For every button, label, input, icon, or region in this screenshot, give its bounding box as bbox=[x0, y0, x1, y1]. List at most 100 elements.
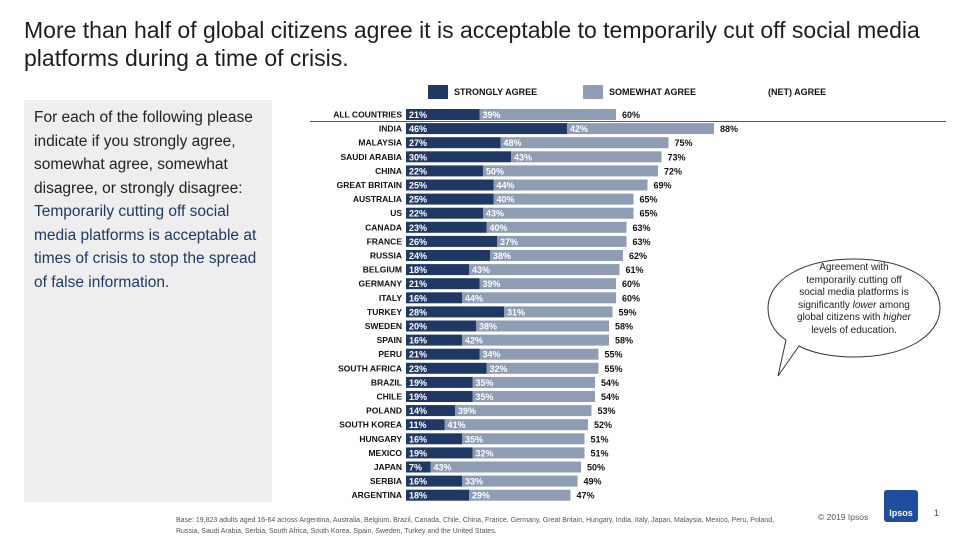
data-label-net-agree: 88% bbox=[720, 124, 738, 134]
data-label-net-agree: 53% bbox=[598, 406, 616, 416]
data-label-net-agree: 52% bbox=[594, 420, 612, 430]
data-label-net-agree: 54% bbox=[601, 392, 619, 402]
data-label-somewhat-agree: 43% bbox=[434, 463, 452, 473]
legend-label-somewhat-agree: SOMEWHAT AGREE bbox=[609, 87, 696, 97]
bar-somewhat-agree bbox=[483, 207, 634, 219]
bar-somewhat-agree bbox=[469, 489, 571, 501]
data-label-strongly-agree: 20% bbox=[409, 322, 427, 332]
bar-somewhat-agree bbox=[469, 264, 620, 276]
bar-somewhat-agree bbox=[472, 447, 585, 459]
bar-somewhat-agree bbox=[479, 278, 616, 290]
data-label-strongly-agree: 18% bbox=[409, 265, 427, 275]
data-label-strongly-agree: 23% bbox=[409, 364, 427, 374]
data-label-net-agree: 49% bbox=[584, 477, 602, 487]
data-label-net-agree: 69% bbox=[654, 181, 672, 191]
bar-somewhat-agree bbox=[444, 419, 588, 431]
category-label: SOUTH KOREA bbox=[339, 420, 402, 430]
bar-strongly-agree bbox=[406, 348, 480, 360]
category-label: CANADA bbox=[365, 222, 402, 232]
data-label-strongly-agree: 16% bbox=[409, 336, 427, 346]
data-label-somewhat-agree: 42% bbox=[570, 124, 588, 134]
legend-label-strongly-agree: STRONGLY AGREE bbox=[454, 87, 538, 97]
bar-strongly-agree bbox=[406, 320, 476, 332]
bar-somewhat-agree bbox=[486, 221, 627, 233]
category-label: CHILE bbox=[377, 392, 403, 402]
data-label-strongly-agree: 21% bbox=[409, 110, 427, 120]
data-label-somewhat-agree: 39% bbox=[483, 110, 501, 120]
data-label-somewhat-agree: 31% bbox=[507, 307, 525, 317]
category-label: INDIA bbox=[379, 124, 402, 134]
bar-somewhat-agree bbox=[472, 391, 595, 402]
data-label-somewhat-agree: 44% bbox=[465, 293, 483, 303]
bar-strongly-agree bbox=[406, 419, 445, 431]
category-label: MALAYSIA bbox=[358, 138, 402, 148]
page-number: 1 bbox=[934, 508, 940, 518]
bar-strongly-agree bbox=[406, 405, 455, 417]
data-label-net-agree: 54% bbox=[601, 378, 619, 388]
bar-strongly-agree bbox=[406, 334, 462, 346]
data-label-strongly-agree: 19% bbox=[409, 448, 427, 458]
bar-somewhat-agree bbox=[567, 123, 714, 135]
category-label: HUNGARY bbox=[359, 434, 402, 444]
callout-bubble: Agreement with temporarily cutting off s… bbox=[764, 256, 944, 380]
category-label: GERMANY bbox=[359, 279, 403, 289]
stacked-bar-chart: ALL COUNTRIES 21% 39% 60% INDIA 46% 42% 88% MALA… bbox=[310, 109, 946, 501]
category-label: TURKEY bbox=[367, 307, 402, 317]
data-label-net-agree: 47% bbox=[577, 491, 595, 501]
question-statement: Temporarily cutting off social media pla… bbox=[34, 203, 257, 291]
data-label-strongly-agree: 16% bbox=[409, 477, 427, 487]
data-label-strongly-agree: 14% bbox=[409, 406, 427, 416]
bar-somewhat-agree bbox=[455, 405, 592, 417]
bar-somewhat-agree bbox=[479, 348, 599, 360]
legend-swatch-somewhat-agree bbox=[583, 85, 603, 99]
category-label: JAPAN bbox=[374, 462, 402, 472]
data-label-strongly-agree: 21% bbox=[409, 279, 427, 289]
category-label: BELGIUM bbox=[363, 265, 402, 275]
data-label-net-agree: 61% bbox=[626, 265, 644, 275]
data-label-somewhat-agree: 37% bbox=[500, 237, 518, 247]
category-label: CHINA bbox=[375, 166, 402, 176]
question-intro: For each of the following please indicat… bbox=[34, 109, 253, 197]
data-label-somewhat-agree: 35% bbox=[476, 392, 494, 402]
bar-strongly-agree bbox=[406, 391, 473, 402]
bar-strongly-agree bbox=[406, 292, 462, 304]
category-label: FRANCE bbox=[367, 236, 403, 246]
data-label-net-agree: 72% bbox=[664, 166, 682, 176]
data-label-strongly-agree: 24% bbox=[409, 251, 427, 261]
data-label-strongly-agree: 28% bbox=[409, 307, 427, 317]
data-label-somewhat-agree: 35% bbox=[476, 378, 494, 388]
bar-somewhat-agree bbox=[490, 250, 623, 261]
data-label-strongly-agree: 27% bbox=[409, 138, 427, 148]
category-label: SWEDEN bbox=[365, 321, 402, 331]
bar-strongly-agree bbox=[406, 264, 469, 276]
category-label: MEXICO bbox=[368, 448, 402, 458]
category-label: SAUDI ARABIA bbox=[340, 152, 402, 162]
data-label-strongly-agree: 46% bbox=[409, 124, 427, 134]
copyright-text: © 2019 Ipsos bbox=[818, 512, 869, 522]
data-label-net-agree: 51% bbox=[591, 434, 609, 444]
bar-strongly-agree bbox=[406, 165, 483, 177]
bar-somewhat-agree bbox=[497, 235, 627, 247]
page-title: More than half of global citizens agree … bbox=[24, 17, 920, 71]
callout-shape bbox=[767, 258, 941, 377]
bar-somewhat-agree bbox=[462, 433, 585, 445]
category-label: SPAIN bbox=[377, 335, 402, 345]
category-label: POLAND bbox=[366, 406, 402, 416]
data-label-strongly-agree: 18% bbox=[409, 491, 427, 501]
data-label-net-agree: 73% bbox=[668, 152, 686, 162]
category-label: ALL COUNTRIES bbox=[333, 110, 402, 120]
data-label-net-agree: 59% bbox=[619, 307, 637, 317]
category-label: RUSSIA bbox=[370, 251, 402, 261]
data-label-net-agree: 58% bbox=[615, 336, 633, 346]
data-label-net-agree: 50% bbox=[587, 463, 605, 473]
bar-strongly-agree bbox=[406, 109, 480, 120]
data-label-strongly-agree: 16% bbox=[409, 434, 427, 444]
footnote: Base: 19,823 adults aged 16-64 across Ar… bbox=[176, 517, 775, 535]
category-label: US bbox=[390, 208, 402, 218]
data-label-strongly-agree: 22% bbox=[409, 166, 427, 176]
category-label: PERU bbox=[378, 349, 402, 359]
bar-somewhat-agree bbox=[493, 179, 648, 191]
bar-somewhat-agree bbox=[430, 461, 581, 473]
bar-strongly-agree bbox=[406, 447, 473, 459]
data-label-net-agree: 75% bbox=[675, 138, 693, 148]
